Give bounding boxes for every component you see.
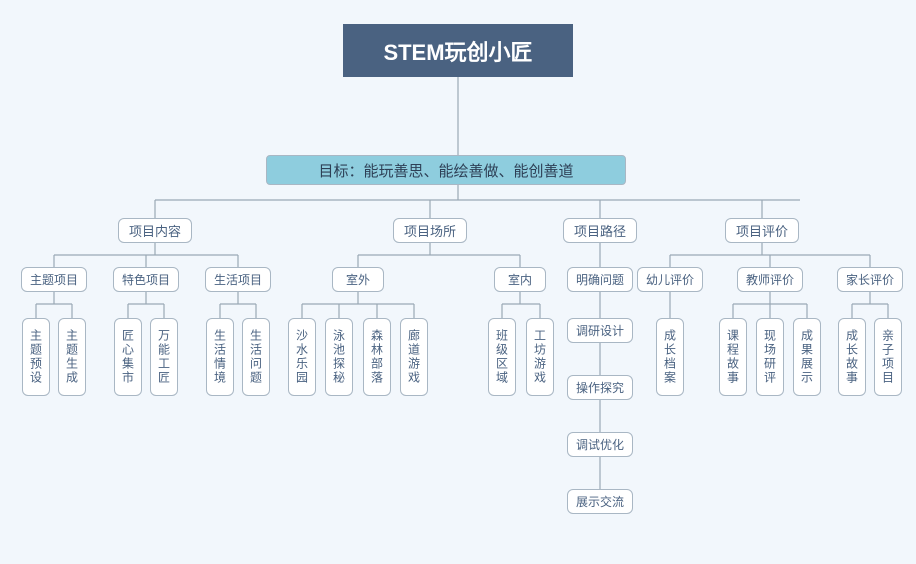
sub-parent: 家长评价 bbox=[837, 267, 903, 292]
sub-teacher: 教师评价 bbox=[737, 267, 803, 292]
path-step-2: 调试优化 bbox=[567, 432, 633, 457]
leaf-outdoor-0: 沙水乐园 bbox=[288, 318, 316, 396]
path-sub: 明确问题 bbox=[567, 267, 633, 292]
branch-place: 项目场所 bbox=[393, 218, 467, 243]
leaf-teacher-1: 现场研评 bbox=[756, 318, 784, 396]
path-step-3: 展示交流 bbox=[567, 489, 633, 514]
leaf-outdoor-1: 泳池探秘 bbox=[325, 318, 353, 396]
sub-outdoor: 室外 bbox=[332, 267, 384, 292]
branch-content: 项目内容 bbox=[118, 218, 192, 243]
sub-life: 生活项目 bbox=[205, 267, 271, 292]
path-step-1: 操作探究 bbox=[567, 375, 633, 400]
sub-child: 幼儿评价 bbox=[637, 267, 703, 292]
leaf-life-0: 生活情境 bbox=[206, 318, 234, 396]
leaf-parent-0: 成长故事 bbox=[838, 318, 866, 396]
sub-feature: 特色项目 bbox=[113, 267, 179, 292]
leaf-outdoor-3: 廊道游戏 bbox=[400, 318, 428, 396]
leaf-theme-1: 主题生成 bbox=[58, 318, 86, 396]
sub-theme: 主题项目 bbox=[21, 267, 87, 292]
path-step-0: 调研设计 bbox=[567, 318, 633, 343]
branch-eval: 项目评价 bbox=[725, 218, 799, 243]
branch-path: 项目路径 bbox=[563, 218, 637, 243]
leaf-teacher-2: 成果展示 bbox=[793, 318, 821, 396]
leaf-outdoor-2: 森林部落 bbox=[363, 318, 391, 396]
leaf-indoor-1: 工坊游戏 bbox=[526, 318, 554, 396]
leaf-child-0: 成长档案 bbox=[656, 318, 684, 396]
leaf-life-1: 生活问题 bbox=[242, 318, 270, 396]
leaf-feature-1: 万能工匠 bbox=[150, 318, 178, 396]
leaf-theme-0: 主题预设 bbox=[22, 318, 50, 396]
leaf-indoor-0: 班级区域 bbox=[488, 318, 516, 396]
leaf-teacher-0: 课程故事 bbox=[719, 318, 747, 396]
goal-node: 目标：能玩善思、能绘善做、能创善道 bbox=[266, 155, 626, 185]
root-node: STEM玩创小匠 bbox=[343, 24, 573, 77]
leaf-parent-1: 亲子项目 bbox=[874, 318, 902, 396]
sub-indoor: 室内 bbox=[494, 267, 546, 292]
leaf-feature-0: 匠心集市 bbox=[114, 318, 142, 396]
